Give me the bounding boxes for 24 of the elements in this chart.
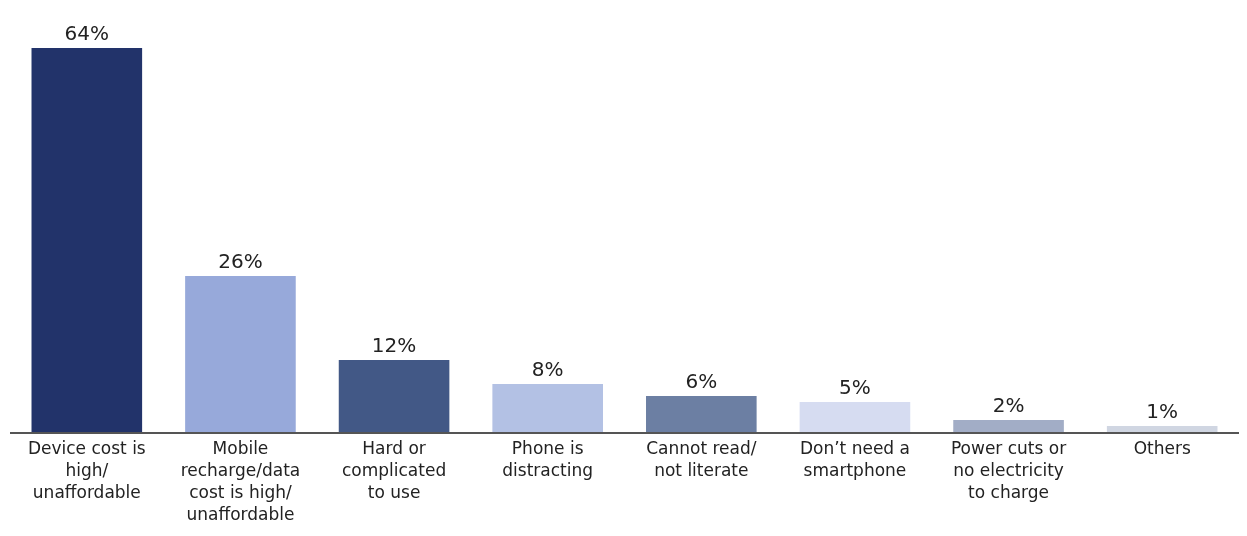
x-tick-label: Mobile recharge/data cost is high/ unaffordable	[180, 438, 301, 525]
bar	[185, 276, 296, 432]
x-tick-label: Power cuts or no electricity to charge	[950, 438, 1067, 503]
bar	[1106, 426, 1218, 432]
data-label: 8%	[531, 357, 564, 381]
data-label: 5%	[839, 375, 871, 399]
x-tick-label: Cannot read/ not literate	[646, 438, 757, 481]
data-label: 64%	[64, 21, 110, 45]
bar	[953, 420, 1064, 432]
x-tick-label: Phone is distracting	[502, 438, 594, 481]
bar	[646, 396, 757, 432]
bar	[338, 360, 450, 432]
data-label: 26%	[218, 249, 263, 273]
data-label: 1%	[1146, 399, 1179, 423]
x-tick-label: Device cost is high/ unaffordable	[27, 438, 146, 503]
bar	[31, 48, 143, 432]
x-tick-label: Others	[1133, 438, 1191, 459]
x-tick-label: Don’t need a smartphone	[799, 438, 910, 481]
bar	[799, 402, 911, 432]
data-label: 6%	[685, 369, 718, 393]
bar	[492, 384, 603, 432]
x-tick-label: Hard or complicated to use	[341, 438, 447, 503]
data-label: 12%	[371, 333, 417, 357]
data-label: 2%	[992, 393, 1025, 417]
